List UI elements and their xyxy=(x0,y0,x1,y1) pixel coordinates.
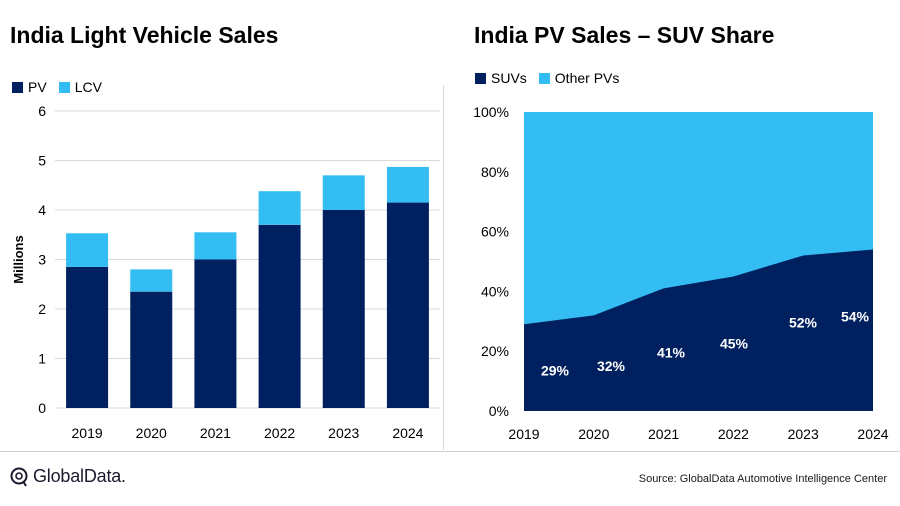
x-tick-label: 2020 xyxy=(578,426,609,442)
x-tick-label: 2021 xyxy=(200,425,231,441)
legend-swatch-lcv xyxy=(58,81,70,93)
y-tick-label: 1 xyxy=(38,351,46,367)
y-axis-title: Millions xyxy=(11,235,26,283)
data-label-suvs-2019: 29% xyxy=(541,363,570,379)
bar-lcv-2020 xyxy=(130,269,173,292)
bar-pv-2023 xyxy=(322,210,365,408)
bar-pv-2021 xyxy=(194,259,237,408)
right-chart-title: India PV Sales – SUV Share xyxy=(474,22,775,48)
y-tick-label: 40% xyxy=(481,283,509,299)
globaldata-logo-icon xyxy=(10,467,28,487)
bar-lcv-2021 xyxy=(194,232,237,260)
data-label-suvs-2024: 54% xyxy=(841,309,870,325)
y-tick-label: 4 xyxy=(38,202,46,218)
y-tick-label: 60% xyxy=(481,224,509,240)
globaldata-logo: GlobalData. xyxy=(10,466,126,487)
x-tick-label: 2019 xyxy=(72,425,103,441)
bar-pv-2019 xyxy=(66,266,109,408)
right-area-chart: 0% 20% 40% 60% 80% 100% 2019 2020 2021 2022 2023 20… xyxy=(473,104,889,442)
x-tick-label: 2023 xyxy=(788,426,819,442)
right-chart-legend: SUVs Other PVs xyxy=(475,70,631,86)
bar-lcv-2024 xyxy=(386,166,429,203)
y-tick-label: 3 xyxy=(38,252,46,268)
area-suvs xyxy=(524,249,873,411)
x-tick-label: 2024 xyxy=(392,425,423,441)
y-tick-label: 5 xyxy=(38,153,46,169)
data-label-suvs-2021: 41% xyxy=(657,345,686,361)
left-chart-legend: PV LCV xyxy=(12,79,114,95)
y-tick-label: 80% xyxy=(481,164,509,180)
y-tick-label: 0 xyxy=(38,400,46,416)
legend-label-pv: PV xyxy=(28,79,47,95)
legend-label-other-pvs: Other PVs xyxy=(554,70,620,86)
data-label-suvs-2020: 32% xyxy=(597,358,626,374)
legend-swatch-pv xyxy=(12,81,23,93)
bar-pv-2022 xyxy=(258,224,301,408)
globaldata-logo-text: GlobalData. xyxy=(33,466,126,486)
y-tick-label: 2 xyxy=(38,301,46,317)
legend-swatch-suvs xyxy=(475,72,486,84)
bar-lcv-2023 xyxy=(322,175,365,210)
data-label-suvs-2023: 52% xyxy=(789,315,818,331)
x-tick-label: 2022 xyxy=(264,425,295,441)
left-chart-title: India Light Vehicle Sales xyxy=(10,22,279,48)
x-tick-label: 2019 xyxy=(508,426,539,442)
bar-pv-2024 xyxy=(386,202,429,408)
x-tick-label: 2021 xyxy=(648,426,679,442)
y-tick-label: 100% xyxy=(473,104,509,120)
x-tick-label: 2022 xyxy=(718,426,749,442)
chart-divider xyxy=(443,85,444,450)
legend-label-lcv: LCV xyxy=(74,79,102,95)
x-tick-label: 2023 xyxy=(328,425,359,441)
y-tick-label: 20% xyxy=(481,343,509,359)
data-label-suvs-2022: 45% xyxy=(720,335,749,351)
left-bar-chart: 0 1 2 3 4 5 6 2019 2020 2021 2022 2023 2024 Millions xyxy=(11,103,440,441)
x-tick-label: 2024 xyxy=(857,426,888,442)
x-tick-label: 2020 xyxy=(136,425,167,441)
footer-divider xyxy=(0,451,900,452)
bar-lcv-2022 xyxy=(258,191,301,225)
legend-swatch-other-pvs xyxy=(538,72,550,84)
y-tick-label: 6 xyxy=(38,103,46,119)
bar-pv-2020 xyxy=(130,291,173,408)
bar-lcv-2019 xyxy=(66,233,109,267)
y-tick-label: 0% xyxy=(489,403,509,419)
source-note: Source: GlobalData Automotive Intelligen… xyxy=(638,473,887,485)
legend-label-suvs: SUVs xyxy=(491,70,527,86)
